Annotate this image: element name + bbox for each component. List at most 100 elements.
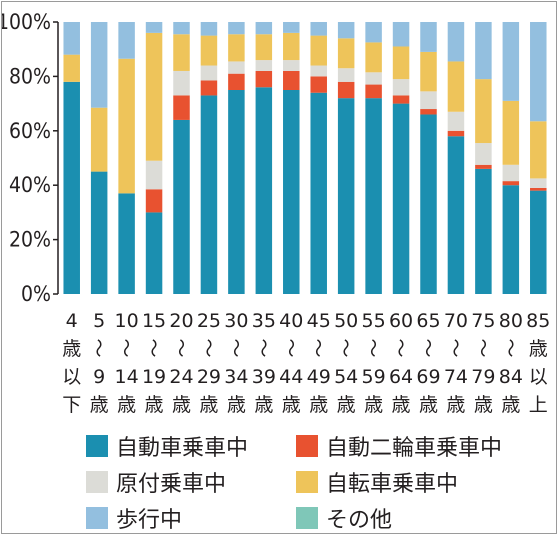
bar-segment-1 xyxy=(90,171,108,294)
bar-segment-2 xyxy=(502,181,520,186)
y-tick-label: 100% xyxy=(2,10,51,34)
bar-segment-1 xyxy=(337,98,355,294)
bar-segment-3 xyxy=(502,164,520,182)
category-label: ～ xyxy=(279,338,301,357)
bar-segment-5 xyxy=(118,22,135,59)
legend-swatch xyxy=(86,435,108,457)
category-label: ～ xyxy=(224,338,246,357)
bar-segment-4 xyxy=(63,54,80,82)
category-label: 60 xyxy=(389,310,413,332)
bar-segment-2 xyxy=(447,130,465,137)
category-label: 歳 xyxy=(62,338,81,360)
bar-segment-2 xyxy=(475,164,492,169)
category-label: 歳 xyxy=(90,394,109,416)
bar-segment-3 xyxy=(365,72,382,85)
category-label: 85 xyxy=(526,310,550,332)
bar-segment-4 xyxy=(310,35,327,66)
category-label: 80 xyxy=(499,310,523,332)
bar-segment-5 xyxy=(365,22,382,43)
category-label: 歳 xyxy=(364,394,383,416)
bar-segment-1 xyxy=(63,81,80,294)
bar-segment-5 xyxy=(392,22,410,47)
legend-item: 自動二輪車乗車中 xyxy=(296,432,503,461)
category-label: ～ xyxy=(142,338,164,357)
bar-segment-4 xyxy=(90,107,108,172)
category-label: 歳 xyxy=(227,394,246,416)
category-label: 歳 xyxy=(419,394,438,416)
category-label: 39 xyxy=(252,366,276,388)
legend-label: 歩行中 xyxy=(116,508,183,533)
category-label: 34 xyxy=(224,366,248,388)
category-label: 20 xyxy=(169,310,193,332)
bar-segment-4 xyxy=(365,42,382,73)
bar-segment-3 xyxy=(447,111,465,131)
bar-segment-3 xyxy=(145,160,163,190)
category-label: 歳 xyxy=(117,394,136,416)
category-label: 歳 xyxy=(199,394,218,416)
bar-segment-4 xyxy=(502,100,520,165)
bar-segment-4 xyxy=(392,46,410,80)
bar-segment-2 xyxy=(310,76,327,93)
legend-swatch xyxy=(296,507,318,529)
bar-segment-3 xyxy=(475,143,492,165)
category-label: 64 xyxy=(389,366,413,388)
legend-item: 自転車乗車中 xyxy=(296,468,458,497)
bar-segment-5 xyxy=(475,22,492,80)
legend-item: 歩行中 xyxy=(86,504,183,533)
bar-segment-1 xyxy=(447,136,465,294)
bar-segment-3 xyxy=(283,60,300,71)
bar-segment-3 xyxy=(173,70,190,96)
bar-segment-1 xyxy=(502,185,520,294)
legend-swatch xyxy=(296,435,318,457)
category-label: 65 xyxy=(416,310,440,332)
bar-segment-5 xyxy=(420,22,437,52)
bar-segment-2 xyxy=(228,73,245,90)
bar-segment-2 xyxy=(365,84,382,99)
bar-segment-1 xyxy=(420,114,437,294)
bar-segment-4 xyxy=(145,32,163,161)
category-label: ～ xyxy=(362,338,384,357)
category-label: ～ xyxy=(471,338,493,357)
bar-segment-1 xyxy=(118,193,135,294)
bar-segment-3 xyxy=(228,61,245,74)
bar-segment-3 xyxy=(255,60,273,71)
bar-segment-4 xyxy=(200,35,218,66)
bar-segment-1 xyxy=(283,90,300,294)
category-label: ～ xyxy=(252,338,274,357)
category-label: 40 xyxy=(279,310,303,332)
category-label: 29 xyxy=(197,366,221,388)
category-label: 55 xyxy=(362,310,386,332)
bar-segment-1 xyxy=(365,98,382,294)
category-label: 歳 xyxy=(145,394,164,416)
category-label: 49 xyxy=(307,366,331,388)
bar-segment-1 xyxy=(173,119,190,294)
bar-segment-1 xyxy=(530,190,547,294)
category-label: ～ xyxy=(499,338,521,357)
category-label: ～ xyxy=(307,338,329,357)
bar-segment-3 xyxy=(337,68,355,82)
category-label: 15 xyxy=(142,310,166,332)
bar-segment-5 xyxy=(255,22,273,35)
bar-segment-4 xyxy=(283,32,300,61)
category-label: 歳 xyxy=(172,394,191,416)
legend-item: その他 xyxy=(296,504,392,533)
bar-segment-2 xyxy=(337,81,355,99)
category-label: 69 xyxy=(416,366,440,388)
legend-label: 自動二輪車乗車中 xyxy=(326,436,503,461)
category-label: 50 xyxy=(334,310,358,332)
category-label: 9 xyxy=(93,366,105,388)
category-label: 歳 xyxy=(392,394,411,416)
bar-segment-4 xyxy=(118,58,135,194)
bar-segment-1 xyxy=(228,90,245,294)
category-label: 10 xyxy=(115,310,139,332)
y-tick-label: 0% xyxy=(21,282,51,306)
y-tick-label: 20% xyxy=(9,228,51,252)
category-label: 歳 xyxy=(337,394,356,416)
bar-segment-5 xyxy=(145,22,163,33)
category-label: 5 xyxy=(93,310,105,332)
category-label: 59 xyxy=(362,366,386,388)
bar-segment-2 xyxy=(420,109,437,115)
bar-segment-5 xyxy=(200,22,218,36)
bar-segment-2 xyxy=(283,70,300,90)
category-label: 歳 xyxy=(501,394,520,416)
